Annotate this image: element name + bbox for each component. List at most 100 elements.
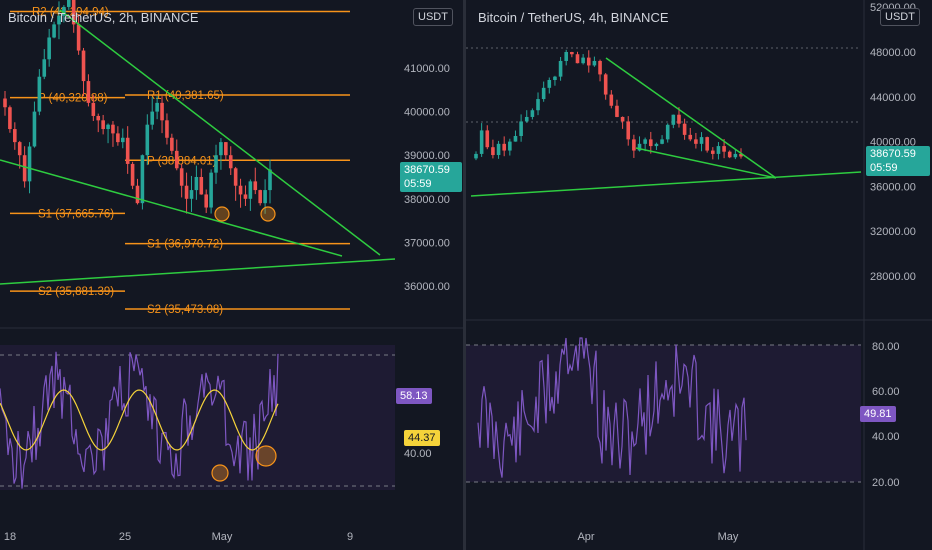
right-candle-body [581,57,585,64]
left-price-low-marker [260,206,276,222]
left-candle-body [243,194,248,199]
left-pivot-label: S2 (35,473.08) [147,304,223,316]
left-candle-body [253,181,258,191]
right-candle-body [688,134,693,140]
left-long-support-trendline [0,258,396,285]
left-candle-body [219,142,223,156]
right-candle-body [677,114,681,124]
right-candle-body [727,151,732,158]
right-candle-body [632,139,636,151]
right-price-tick: 40000.00 [870,137,916,149]
left-candle-body [228,155,233,169]
right-candle-body [739,153,743,157]
left-rsi-low-marker [211,464,229,482]
right-candle-body [547,80,552,88]
left-candle-body [42,59,47,77]
left-chart-pane[interactable]: 41000.00 40000.00 39000.00 38000.00 37000.00… [0,0,463,550]
left-candle-body [150,111,155,125]
left-support-trendline [0,159,343,257]
left-candle-body [37,76,42,112]
left-candle-body [184,185,189,199]
right-candle-body [699,137,704,144]
right-last-price: 38670.59 [870,148,916,160]
right-candle-body [502,143,506,151]
right-candle-body [530,110,535,117]
left-price-tick: 38000.00 [404,194,450,206]
left-candle-body [101,120,105,130]
left-candle-body [209,172,213,208]
right-candle-body [479,130,484,154]
left-candle-body [13,129,17,143]
right-rsi-tick: 40.00 [872,431,900,443]
left-pivot-label: R1 (40,381.65) [147,90,224,102]
left-price-badge: 38670.59 05:59 [400,162,462,192]
right-candle-body [722,146,726,152]
right-rsi-badge: 49.81 [860,406,896,422]
right-candle-body [643,139,647,144]
right-chart-canvas[interactable]: 52000.0048000.0044000.0040000.0036000.00… [466,0,932,550]
left-candle-body [170,137,174,151]
right-price-badge: 38670.59 05:59 [866,146,930,176]
left-rsi-ma-line [0,389,279,451]
right-candle-body [671,114,676,125]
left-candle-body [204,194,209,208]
left-chart-canvas[interactable]: 41000.00 40000.00 39000.00 38000.00 37000.00… [0,0,463,550]
left-candle-body [3,98,7,108]
left-rsi-ma-badge: 44.37 [404,430,440,446]
right-candle-body [637,143,642,151]
left-candle-body [120,137,125,143]
right-candle-body [660,139,664,144]
right-time-tick: May [718,531,739,543]
right-time-tick: Apr [577,531,594,543]
left-candle-body [179,168,184,186]
right-candle-countdown: 05:59 [870,162,898,174]
pane-divider[interactable] [463,0,466,550]
left-pivot-label: P (38,884.01) [147,155,217,167]
right-chart-title: Bitcoin / TetherUS, 4h, BINANCE [478,10,669,25]
left-rsi-low-marker [255,445,277,467]
left-candle-body [174,150,179,169]
left-candle-body [199,177,204,195]
right-candle-body [491,147,495,156]
left-unit-label: USDT [413,8,453,26]
left-candle-body [17,142,22,156]
left-price-tick: 39000.00 [404,150,450,162]
left-candle-body [52,24,56,38]
left-candle-body [130,163,135,186]
left-time-tick: 25 [119,531,131,543]
right-candle-body [519,121,523,136]
right-rsi-tick: 80.00 [872,341,900,353]
right-candle-body [716,146,721,154]
left-price-low-marker [214,206,230,222]
left-candle-body [165,120,169,138]
left-price-tick: 40000.00 [404,107,450,119]
left-descending-trendline [59,9,381,256]
left-candle-body [145,124,150,156]
left-candle-body [91,102,96,116]
right-rsi-tick: 60.00 [872,386,900,398]
right-candle-body [603,74,608,95]
left-candle-body [248,181,253,199]
left-time-tick: May [212,531,233,543]
left-candle-body [66,0,71,7]
right-chart-pane[interactable]: 52000.0048000.0044000.0040000.0036000.00… [466,0,932,550]
left-chart-title: Bitcoin / TetherUS, 2h, BINANCE [8,10,199,25]
left-time-tick: 18 [4,531,16,543]
left-candle-body [96,115,101,121]
right-candle-body [570,52,574,55]
right-long-support-trendline [470,171,862,197]
left-candle-body [224,142,228,156]
right-candle-body [558,60,563,77]
right-candle-body [711,150,715,154]
left-candle-countdown: 05:59 [404,178,432,190]
left-candle-body [189,190,194,199]
left-candle-body [194,177,199,191]
right-candle-body [474,153,478,159]
right-price-tick: 32000.00 [870,226,916,238]
left-candle-body [111,124,115,134]
right-descending-trendline [605,57,777,179]
right-candle-body [536,99,540,111]
right-candle-body [615,105,619,117]
right-candle-body [553,76,557,80]
left-candle-body [160,102,164,121]
